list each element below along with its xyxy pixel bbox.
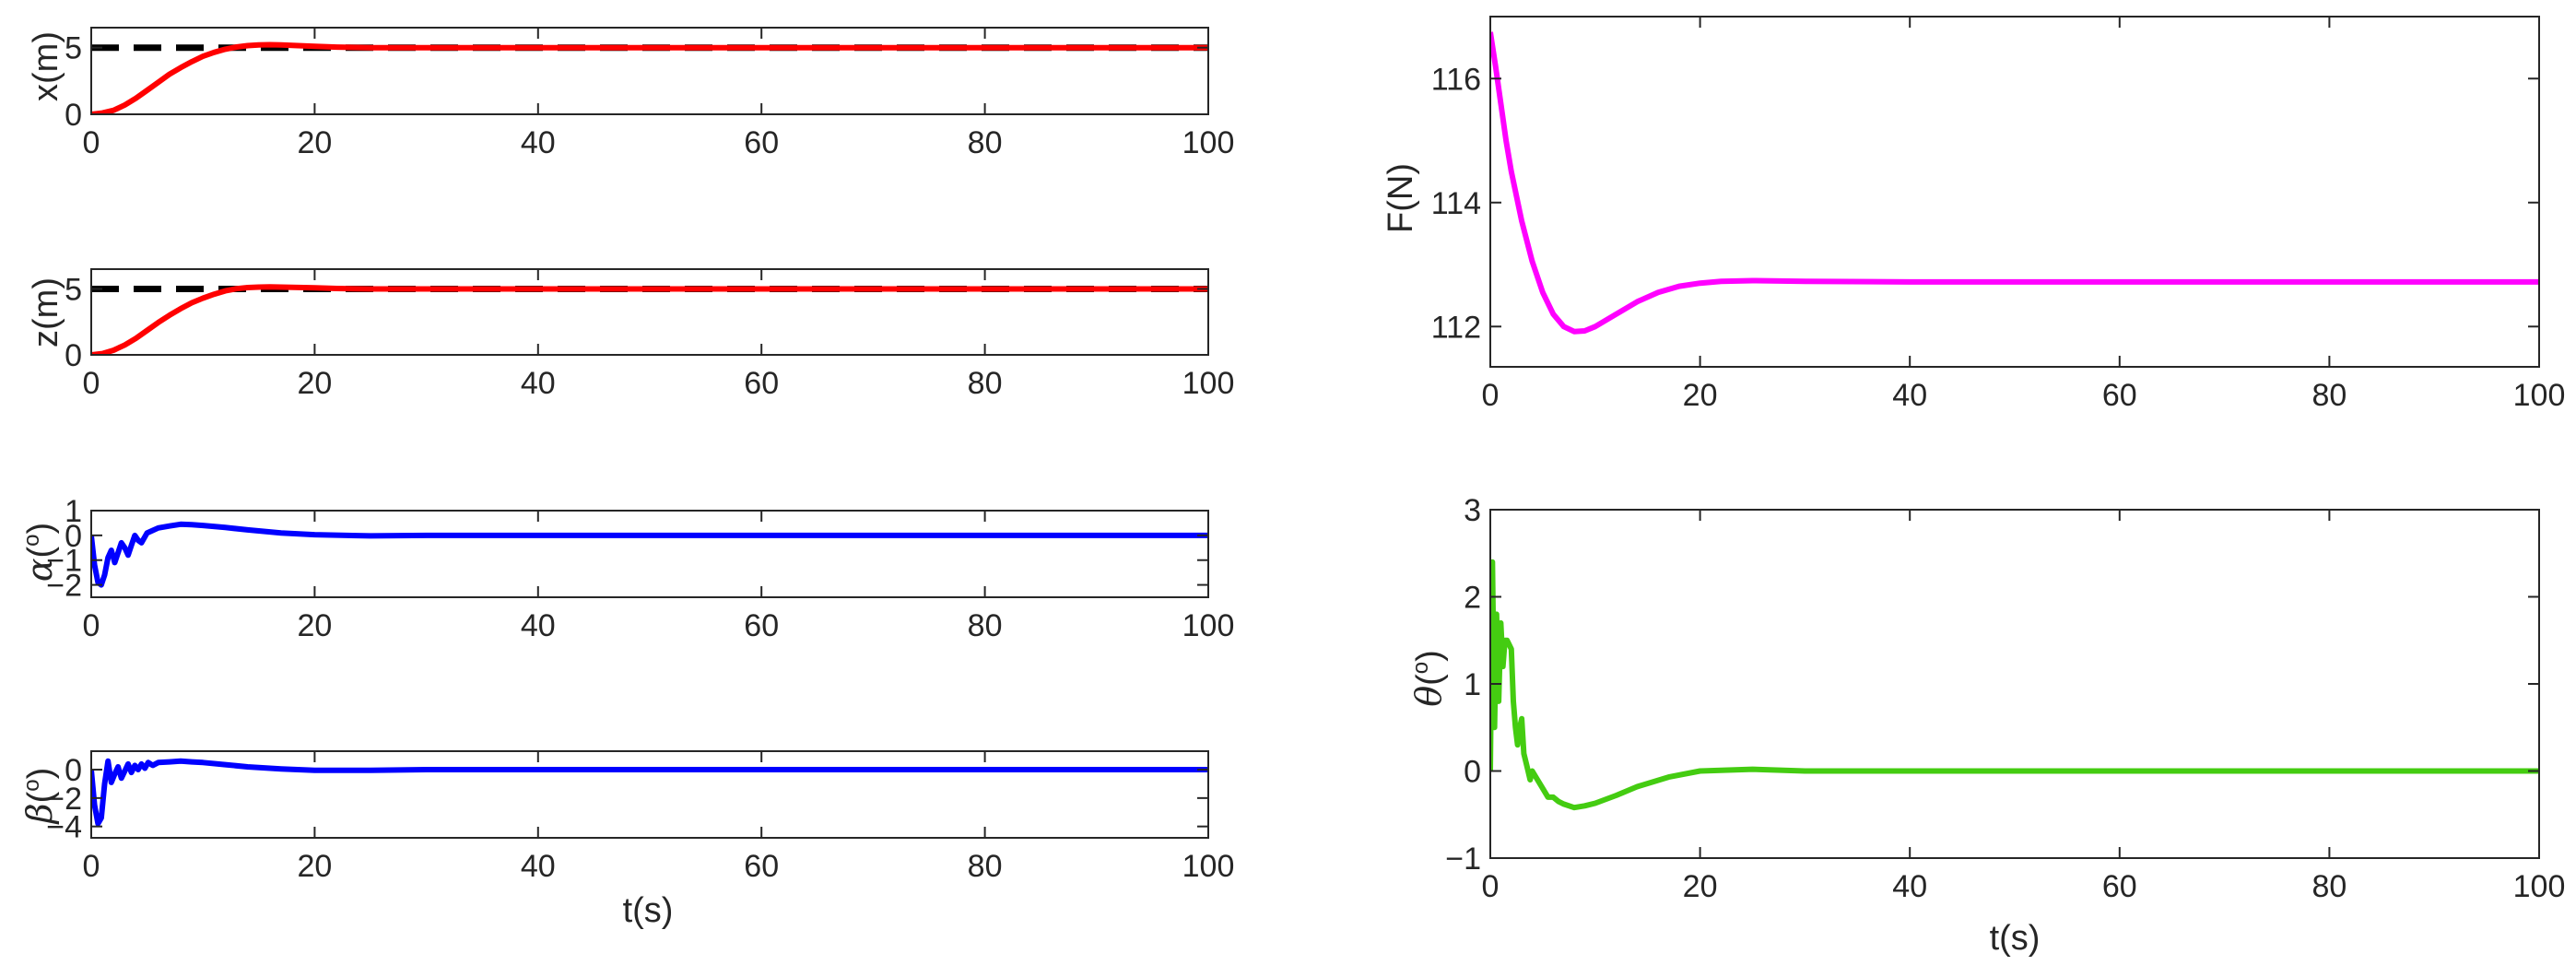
theta-xtick-label: 0 — [1482, 869, 1500, 904]
beta-xtick-label: 0 — [83, 849, 100, 884]
alpha-axes-box — [90, 510, 1209, 598]
alpha-ytick-label: 0 — [65, 519, 82, 554]
alpha-xtick-label: 0 — [83, 608, 100, 643]
beta-ytick-label: 0 — [65, 753, 82, 788]
alpha-ytick-label: −1 — [46, 544, 82, 579]
z-xtick-label: 80 — [968, 366, 1003, 401]
F-xtick-label: 100 — [2513, 378, 2566, 413]
beta-series-beta — [91, 758, 1208, 827]
alpha-xtick-label: 60 — [744, 608, 779, 643]
theta-xtick-label: 20 — [1683, 869, 1718, 904]
x-series-x — [91, 41, 1208, 114]
theta-series-theta — [1490, 559, 2539, 811]
alpha-ylabel: α(o) — [19, 523, 60, 582]
x-xtick-label: 40 — [521, 125, 556, 160]
z-xtick-label: 0 — [83, 366, 100, 401]
beta-angle-chart: β(o) t(s) 0 20 40 60 80 100 −4−20 — [19, 750, 1235, 930]
theta-ytick-label: 1 — [1464, 667, 1481, 702]
x-xtick-label: 20 — [297, 125, 332, 160]
z-axes-box — [90, 268, 1209, 356]
beta-ytick-label: −4 — [46, 810, 82, 845]
F-ylabel: F(N) — [1382, 163, 1420, 233]
z-position-chart: z(m) 0 20 40 60 80 100 0 5 — [27, 268, 1235, 401]
F-series-F — [1490, 31, 2539, 335]
beta-xlabel: t(s) — [623, 891, 674, 930]
F-ytick-label: 116 — [1431, 62, 1481, 97]
z-xtick-label: 60 — [744, 366, 779, 401]
alpha-xtick-label: 100 — [1182, 608, 1235, 643]
theta-ytick-label: 3 — [1464, 493, 1481, 528]
z-xtick-label: 40 — [521, 366, 556, 401]
theta-ytick-label: 2 — [1464, 581, 1481, 616]
beta-ylabel: β(o) — [19, 768, 60, 826]
x-ylabel: x(m) — [27, 31, 65, 101]
beta-axes-box — [90, 750, 1209, 839]
theta-xtick-label: 80 — [2311, 869, 2347, 904]
beta-xtick-label: 60 — [744, 849, 779, 884]
F-axes-box — [1489, 16, 2540, 368]
x-xtick-label: 100 — [1182, 125, 1235, 160]
theta-xtick-label: 60 — [2102, 869, 2137, 904]
x-ytick-label: 0 — [65, 98, 82, 133]
alpha-series-alpha — [91, 521, 1208, 588]
theta-ytick-label: −1 — [1445, 842, 1481, 877]
x-xtick-label: 0 — [83, 125, 100, 160]
alpha-ytick-label: 1 — [65, 494, 82, 529]
z-ytick-label: 0 — [65, 338, 82, 373]
x-axes-box — [90, 27, 1209, 115]
beta-xtick-label: 80 — [968, 849, 1003, 884]
F-ytick-label: 112 — [1431, 310, 1481, 345]
z-ylabel: z(m) — [27, 277, 65, 347]
alpha-angle-chart: α(o) 0 20 40 60 80 100−2−101 — [19, 494, 1234, 643]
F-ytick-label: 114 — [1431, 186, 1481, 221]
theta-xtick-label: 40 — [1892, 869, 1927, 904]
F-xtick-label: 40 — [1892, 378, 1927, 413]
beta-xtick-label: 100 — [1182, 849, 1235, 884]
theta-axes-box — [1489, 509, 2540, 859]
beta-xtick-label: 40 — [521, 849, 556, 884]
z-ytick-label: 5 — [65, 272, 82, 307]
x-position-chart: x(m) 0 20 40 60 80 100 0 5 — [27, 27, 1235, 160]
theta-xlabel: t(s) — [1990, 919, 2041, 958]
F-xtick-label: 20 — [1683, 378, 1718, 413]
alpha-ytick-label: −2 — [46, 569, 82, 604]
alpha-xtick-label: 20 — [297, 608, 332, 643]
x-xtick-label: 80 — [968, 125, 1003, 160]
z-xtick-label: 20 — [297, 366, 332, 401]
theta-ylabel: θ(o) — [1408, 650, 1449, 707]
F-xtick-label: 0 — [1482, 378, 1500, 413]
alpha-xtick-label: 80 — [968, 608, 1003, 643]
thrust-force-chart: F(N) 0 20 40 60 80 100 112 114 116 — [1382, 16, 2566, 413]
x-xtick-label: 60 — [744, 125, 779, 160]
theta-xtick-label: 100 — [2513, 869, 2566, 904]
x-ytick-label: 5 — [65, 31, 82, 66]
F-xtick-label: 60 — [2102, 378, 2137, 413]
F-xtick-label: 80 — [2311, 378, 2347, 413]
beta-ytick-label: −2 — [46, 782, 82, 817]
theta-ytick-label: 0 — [1464, 755, 1481, 790]
beta-xtick-label: 20 — [297, 849, 332, 884]
alpha-xtick-label: 40 — [521, 608, 556, 643]
z-xtick-label: 100 — [1182, 366, 1235, 401]
z-series-z — [91, 284, 1208, 355]
